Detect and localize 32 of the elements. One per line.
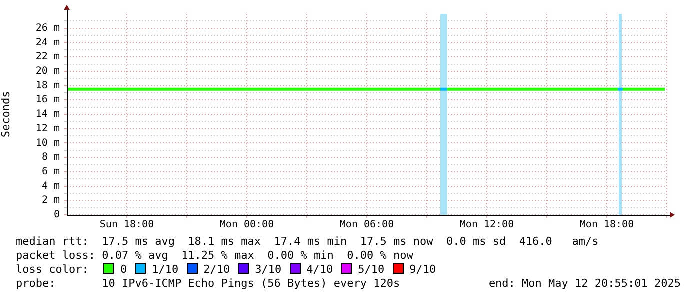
legend-label: 3/10 bbox=[255, 263, 282, 276]
legend-label: 9/10 bbox=[410, 263, 436, 276]
legend-label: 4/10 bbox=[306, 263, 334, 276]
legend-title: loss color: bbox=[16, 263, 90, 276]
x-tick-label: Mon 00:00 bbox=[220, 220, 274, 231]
y-tick-label: 14 m bbox=[36, 109, 60, 120]
legend-label: 2/10 bbox=[204, 263, 230, 276]
y-tick-label: 18 m bbox=[36, 80, 60, 92]
x-tick-label: Mon 18:00 bbox=[580, 220, 634, 231]
x-tick-label: Sun 18:00 bbox=[100, 220, 154, 231]
y-tick-label: 20 m bbox=[36, 66, 60, 78]
y-tick-label: 16 m bbox=[36, 94, 60, 106]
y-tick-label: 6 m bbox=[42, 166, 60, 178]
text: end: Mon May 12 20:55:01 2025 bbox=[488, 277, 681, 290]
legend-label: 5/10 bbox=[358, 263, 385, 276]
y-tick-label: 12 m bbox=[36, 123, 60, 134]
legend-label: 0 bbox=[120, 263, 128, 276]
y-tick-label: 0 bbox=[54, 210, 60, 221]
text: packet loss: 0.07 % avg 11.25 % max 0.00 % min 0.00 % now bbox=[16, 249, 414, 262]
y-tick-label: 4 m bbox=[42, 180, 60, 192]
y-tick-label: 22 m bbox=[36, 52, 60, 63]
y-tick-label: 2 m bbox=[42, 195, 60, 206]
y-axis-title: Seconds bbox=[0, 91, 12, 138]
y-tick-label: 24 m bbox=[36, 37, 60, 48]
y-tick-label: 10 m bbox=[36, 138, 60, 149]
text: probe: 10 IPv6-ICMP Echo Pings (56 Bytes) every 120s bbox=[16, 277, 400, 290]
legend-label: 1/10 bbox=[152, 263, 179, 276]
text: median rtt: 17.5 ms avg 18.1 ms max 17.4 ms min 17.5 ms now 0.0 ms sd 416.0 am/s bbox=[16, 235, 599, 248]
y-tick-label: 26 m bbox=[36, 22, 60, 34]
y-tick-label: 8 m bbox=[42, 152, 60, 164]
x-tick-label: Mon 12:00 bbox=[460, 220, 514, 231]
x-tick-label: Mon 06:00 bbox=[340, 220, 394, 231]
